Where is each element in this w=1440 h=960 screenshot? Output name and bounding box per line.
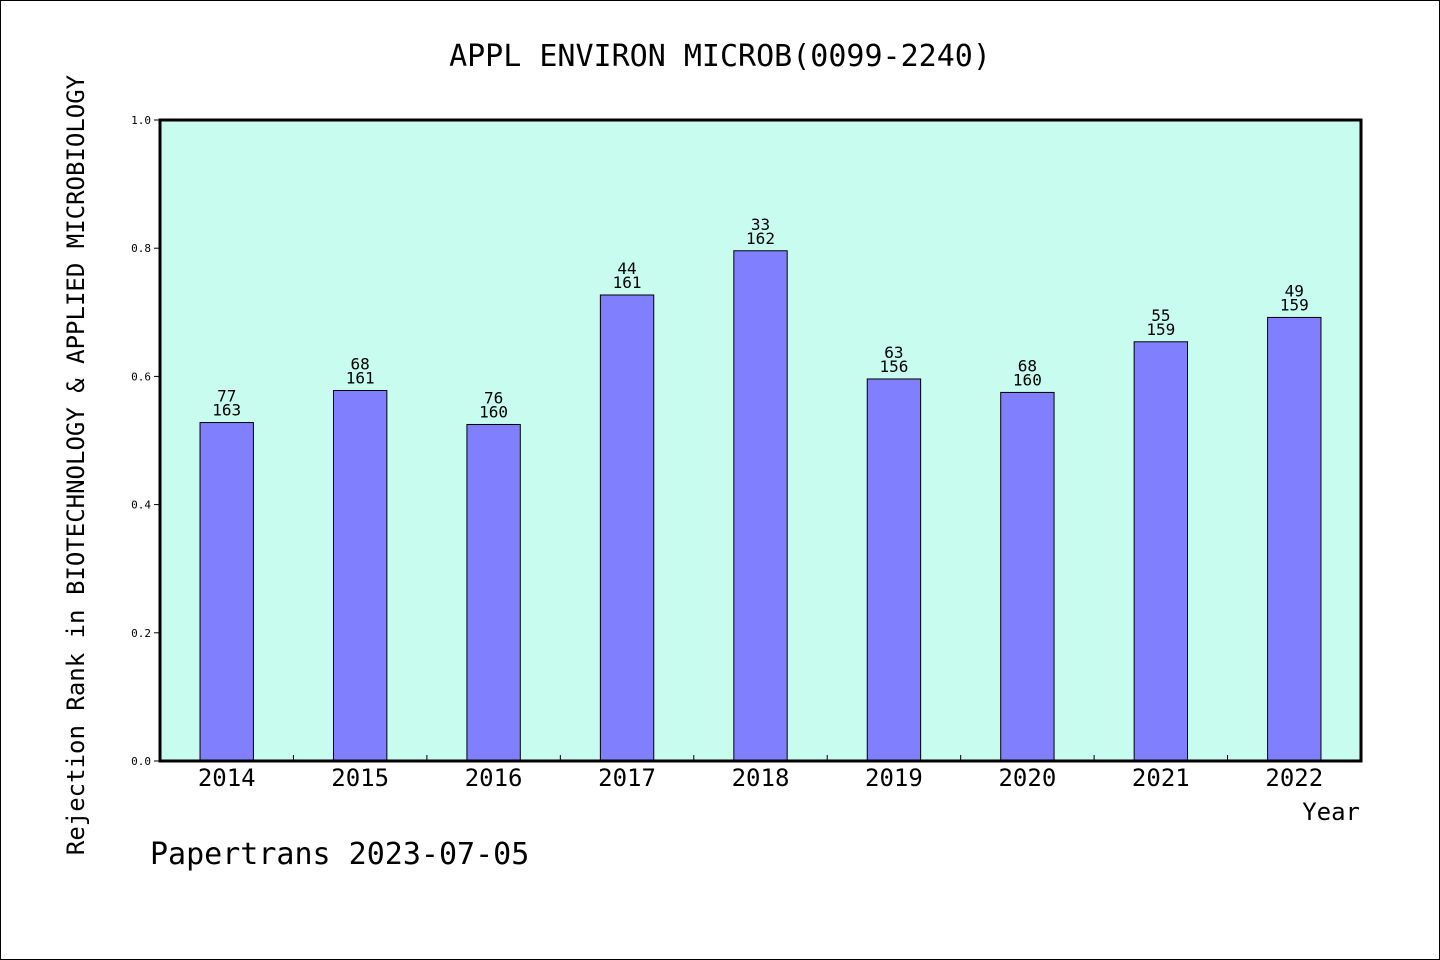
bar-label-top: 77 — [217, 387, 236, 406]
bar-label-bottom: 162 — [746, 229, 775, 248]
bar-2015 — [332, 390, 388, 762]
y-tick-label: 0.8 — [131, 242, 151, 255]
bar-label-bottom: 159 — [1280, 295, 1309, 314]
x-tick-label: 2015 — [331, 764, 389, 792]
y-tick-label: 0.6 — [131, 370, 151, 383]
bar-2019 — [866, 378, 922, 762]
plot-border — [158, 118, 1363, 763]
x-tick-label: 2018 — [732, 764, 790, 792]
x-tick-label: 2022 — [1265, 764, 1323, 792]
y-tick-label: 0.0 — [131, 755, 151, 768]
x-tick-label: 2020 — [998, 764, 1056, 792]
chart-title: APPL ENVIRON MICROB(0099-2240) — [449, 39, 991, 74]
bar-2016 — [466, 423, 521, 762]
bar-label-top: 49 — [1285, 281, 1304, 300]
bar-label-top: 33 — [751, 215, 770, 234]
y-axis-label: Rejection Rank in BIOTECHNOLOGY & APPLIE… — [62, 74, 90, 855]
bar-2014 — [199, 422, 254, 762]
x-tick-label: 2019 — [865, 764, 923, 792]
bar-label-top: 68 — [351, 355, 370, 374]
bar-label-top: 76 — [484, 388, 503, 407]
bar-label-bottom: 163 — [212, 401, 241, 420]
bar-label-bottom: 160 — [1013, 370, 1042, 389]
x-axis-label: Year — [1302, 798, 1360, 826]
x-tick-label: 2014 — [198, 764, 256, 792]
bar-2021 — [1133, 341, 1189, 762]
bar-label-bottom: 161 — [613, 273, 642, 292]
bar-2022 — [1267, 316, 1322, 762]
bar-label-top: 68 — [1018, 356, 1037, 375]
y-tick-label: 0.4 — [131, 499, 151, 512]
bar-label-top: 44 — [617, 259, 636, 278]
x-tick-label: 2021 — [1132, 764, 1190, 792]
bar-2018 — [733, 250, 788, 762]
chart-marks: 0.00.20.40.60.81.07716320146816120157616… — [131, 114, 1323, 792]
bar-label-bottom: 156 — [879, 357, 908, 376]
bar-2020 — [1000, 391, 1055, 762]
bar-2017 — [599, 294, 655, 762]
y-tick-label: 0.2 — [131, 627, 151, 640]
bar-label-bottom: 159 — [1146, 320, 1175, 339]
bar-label-bottom: 160 — [479, 402, 508, 421]
bar-label-bottom: 161 — [346, 369, 375, 388]
watermark-text: Papertrans 2023-07-05 — [150, 837, 529, 872]
y-tick-label: 1.0 — [131, 114, 151, 127]
bar-label-top: 63 — [884, 343, 903, 362]
bar-label-top: 55 — [1151, 306, 1170, 325]
x-tick-label: 2016 — [465, 764, 523, 792]
x-tick-label: 2017 — [598, 764, 656, 792]
